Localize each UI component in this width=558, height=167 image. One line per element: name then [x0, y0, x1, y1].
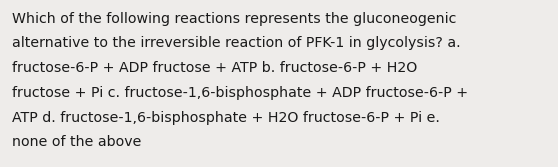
Text: fructose + Pi c. fructose-1,6-bisphosphate + ADP fructose-6-P +: fructose + Pi c. fructose-1,6-bisphospha…	[12, 86, 468, 100]
Text: alternative to the irreversible reaction of PFK-1 in glycolysis? a.: alternative to the irreversible reaction…	[12, 36, 461, 50]
Text: none of the above: none of the above	[12, 135, 142, 149]
Text: fructose-6-P + ADP fructose + ATP b. fructose-6-P + H2O: fructose-6-P + ADP fructose + ATP b. fru…	[12, 61, 417, 75]
Text: ATP d. fructose-1,6-bisphosphate + H2O fructose-6-P + Pi e.: ATP d. fructose-1,6-bisphosphate + H2O f…	[12, 111, 440, 125]
Text: Which of the following reactions represents the gluconeogenic: Which of the following reactions represe…	[12, 12, 456, 26]
